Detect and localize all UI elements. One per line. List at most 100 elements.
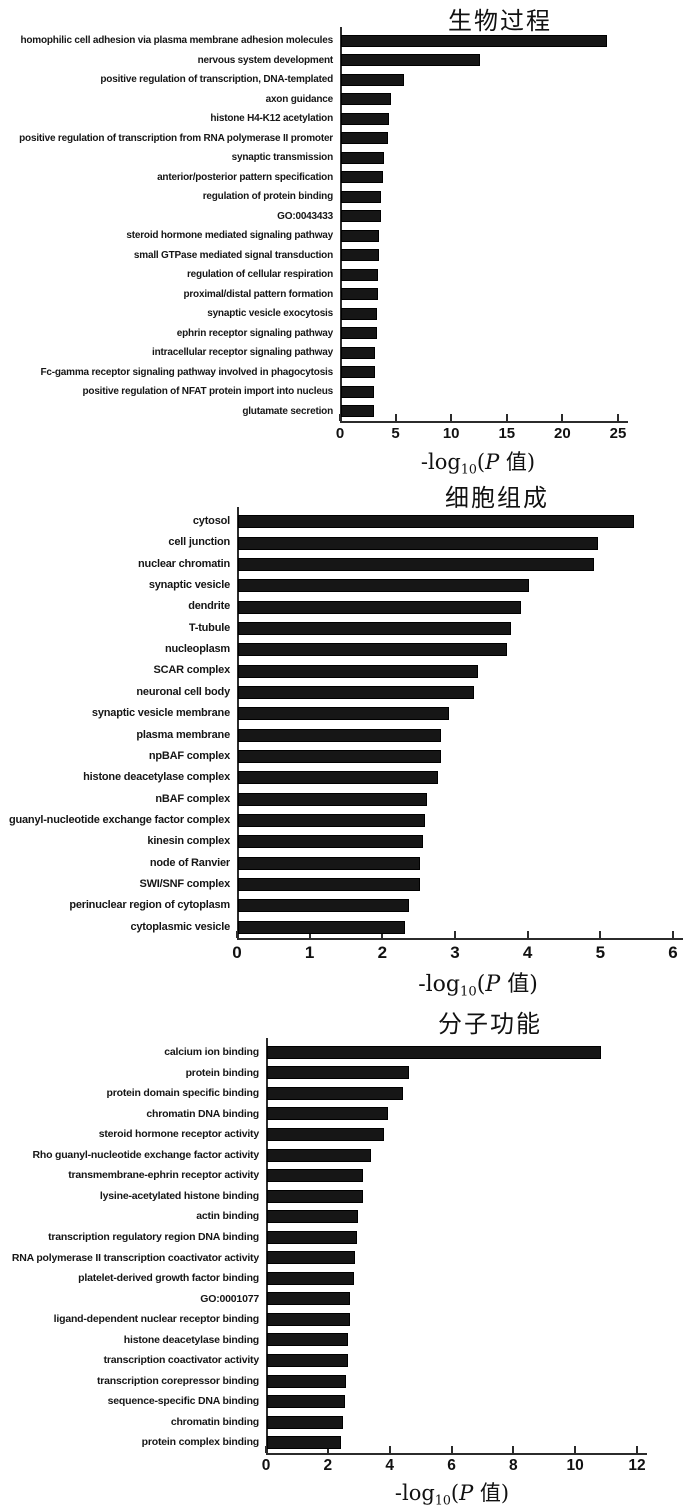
category-label: synaptic vesicle membrane bbox=[91, 707, 230, 720]
x-tick-mark bbox=[636, 1446, 638, 1453]
x-axis-line bbox=[237, 938, 683, 940]
x-axis-label: -log10(P 值) bbox=[395, 1477, 509, 1507]
x-tick-mark bbox=[339, 414, 341, 421]
category-label: protein binding bbox=[185, 1066, 260, 1079]
bar bbox=[341, 327, 377, 340]
category-label: neuronal cell body bbox=[136, 685, 230, 698]
category-label: protein domain specific binding bbox=[106, 1087, 260, 1100]
x-tick-label: 20 bbox=[554, 425, 571, 442]
category-label: cytoplasmic vesicle bbox=[130, 920, 230, 933]
bar bbox=[341, 346, 376, 359]
bar bbox=[238, 685, 475, 699]
bar bbox=[341, 151, 385, 164]
x-tick-mark bbox=[388, 1446, 391, 1453]
bar bbox=[238, 664, 478, 678]
bar bbox=[267, 1107, 388, 1121]
bar bbox=[267, 1251, 356, 1265]
category-label: guanyl-nucleotide exchange factor comple… bbox=[8, 813, 230, 826]
bar bbox=[238, 621, 511, 635]
x-tick-label: 8 bbox=[509, 1457, 518, 1474]
bar bbox=[341, 307, 377, 320]
bar bbox=[341, 93, 392, 106]
category-label: sequence-specific DNA binding bbox=[107, 1395, 260, 1408]
bar bbox=[267, 1354, 348, 1368]
xlabel-subscript: 10 bbox=[460, 984, 477, 1000]
category-label: SWI/SNF complex bbox=[139, 877, 230, 890]
xlabel-suffix: 值) bbox=[499, 450, 536, 474]
xlabel-suffix: 值) bbox=[473, 1481, 510, 1505]
xlabel-p-variable: P bbox=[459, 1481, 474, 1505]
bar bbox=[238, 792, 427, 806]
bar bbox=[267, 1066, 410, 1080]
bar bbox=[238, 878, 420, 892]
x-tick-label: 4 bbox=[522, 943, 533, 962]
bar bbox=[267, 1374, 346, 1388]
category-label: transcription corepressor binding bbox=[96, 1374, 259, 1387]
x-tick-mark bbox=[381, 931, 384, 938]
chart-title-cellular-component: 细胞组成 bbox=[445, 484, 549, 512]
category-label: glutamate secretion bbox=[242, 405, 333, 417]
bar bbox=[267, 1210, 359, 1224]
category-label: transcription coactivator activity bbox=[103, 1354, 260, 1367]
category-label: node of Ranvier bbox=[149, 856, 230, 869]
category-label: SCAR complex bbox=[153, 664, 231, 677]
bar bbox=[267, 1333, 349, 1347]
x-tick-label: 15 bbox=[498, 425, 516, 442]
x-tick-label: 6 bbox=[447, 1457, 456, 1474]
category-label: chromatin binding bbox=[170, 1415, 259, 1428]
bar bbox=[341, 229, 379, 242]
category-label: npBAF complex bbox=[148, 749, 230, 762]
category-label: nervous system development bbox=[197, 54, 334, 66]
x-axis-line bbox=[340, 421, 628, 423]
bar bbox=[341, 288, 378, 301]
xlabel-open-paren: ( bbox=[476, 972, 486, 997]
category-label: cell junction bbox=[168, 536, 230, 549]
xlabel-p-variable: P bbox=[485, 450, 500, 474]
bar bbox=[267, 1292, 351, 1306]
x-tick-label: 4 bbox=[385, 1457, 394, 1474]
category-label: calcium ion binding bbox=[164, 1046, 259, 1058]
category-label: small GTPase mediated signal transductio… bbox=[133, 249, 333, 261]
bar bbox=[267, 1045, 601, 1059]
category-label: kinesin complex bbox=[147, 835, 230, 848]
category-label: histone H4-K12 acetylation bbox=[210, 113, 333, 124]
xlabel-p-variable: P bbox=[485, 972, 501, 997]
x-tick-mark bbox=[308, 931, 311, 938]
xlabel-prefix: -log bbox=[420, 450, 461, 474]
bar bbox=[238, 515, 635, 529]
category-label: steroid hormone mediated signaling pathw… bbox=[126, 230, 333, 241]
category-label: synaptic vesicle bbox=[148, 579, 230, 592]
x-tick-mark bbox=[526, 931, 529, 938]
bar bbox=[267, 1127, 385, 1141]
x-tick-mark bbox=[617, 414, 619, 421]
x-tick-label: 12 bbox=[628, 1457, 646, 1474]
xlabel-suffix: 值) bbox=[500, 972, 538, 997]
category-label: anterior/posterior pattern specification bbox=[157, 171, 333, 183]
category-label: positive regulation of transcription fro… bbox=[19, 132, 333, 144]
bar bbox=[238, 771, 438, 785]
x-tick-label: 10 bbox=[442, 425, 460, 442]
category-label: synaptic transmission bbox=[231, 152, 334, 163]
category-label: cytosol bbox=[192, 515, 230, 527]
category-label: proximal/distal pattern formation bbox=[183, 288, 333, 300]
bar bbox=[267, 1086, 404, 1100]
x-tick-label: 3 bbox=[450, 943, 460, 962]
category-label: protein complex binding bbox=[141, 1436, 260, 1449]
category-label: Rho guanyl-nucleotide exchange factor ac… bbox=[32, 1148, 259, 1161]
bar bbox=[267, 1189, 363, 1203]
xlabel-open-paren: ( bbox=[476, 450, 486, 474]
xlabel-open-paren: ( bbox=[450, 1481, 460, 1505]
category-label: histone deacetylase complex bbox=[83, 771, 230, 784]
bar bbox=[238, 557, 595, 571]
bar bbox=[267, 1230, 357, 1244]
x-tick-mark bbox=[672, 931, 674, 938]
category-label: positive regulation of transcription, DN… bbox=[100, 74, 333, 85]
xlabel-subscript: 10 bbox=[434, 1492, 451, 1508]
category-label: transcription regulatory region DNA bind… bbox=[48, 1230, 259, 1243]
xlabel-prefix: -log bbox=[394, 1481, 435, 1505]
category-label: axon guidance bbox=[265, 93, 334, 105]
x-tick-mark bbox=[574, 1446, 577, 1453]
chart-title-molecular-function: 分子功能 bbox=[438, 1010, 542, 1038]
bar bbox=[341, 73, 405, 86]
bar bbox=[341, 34, 607, 47]
